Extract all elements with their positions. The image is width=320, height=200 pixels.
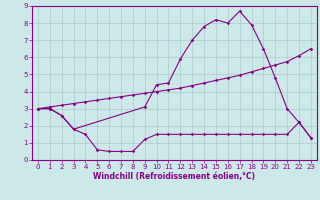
X-axis label: Windchill (Refroidissement éolien,°C): Windchill (Refroidissement éolien,°C) <box>93 172 255 181</box>
